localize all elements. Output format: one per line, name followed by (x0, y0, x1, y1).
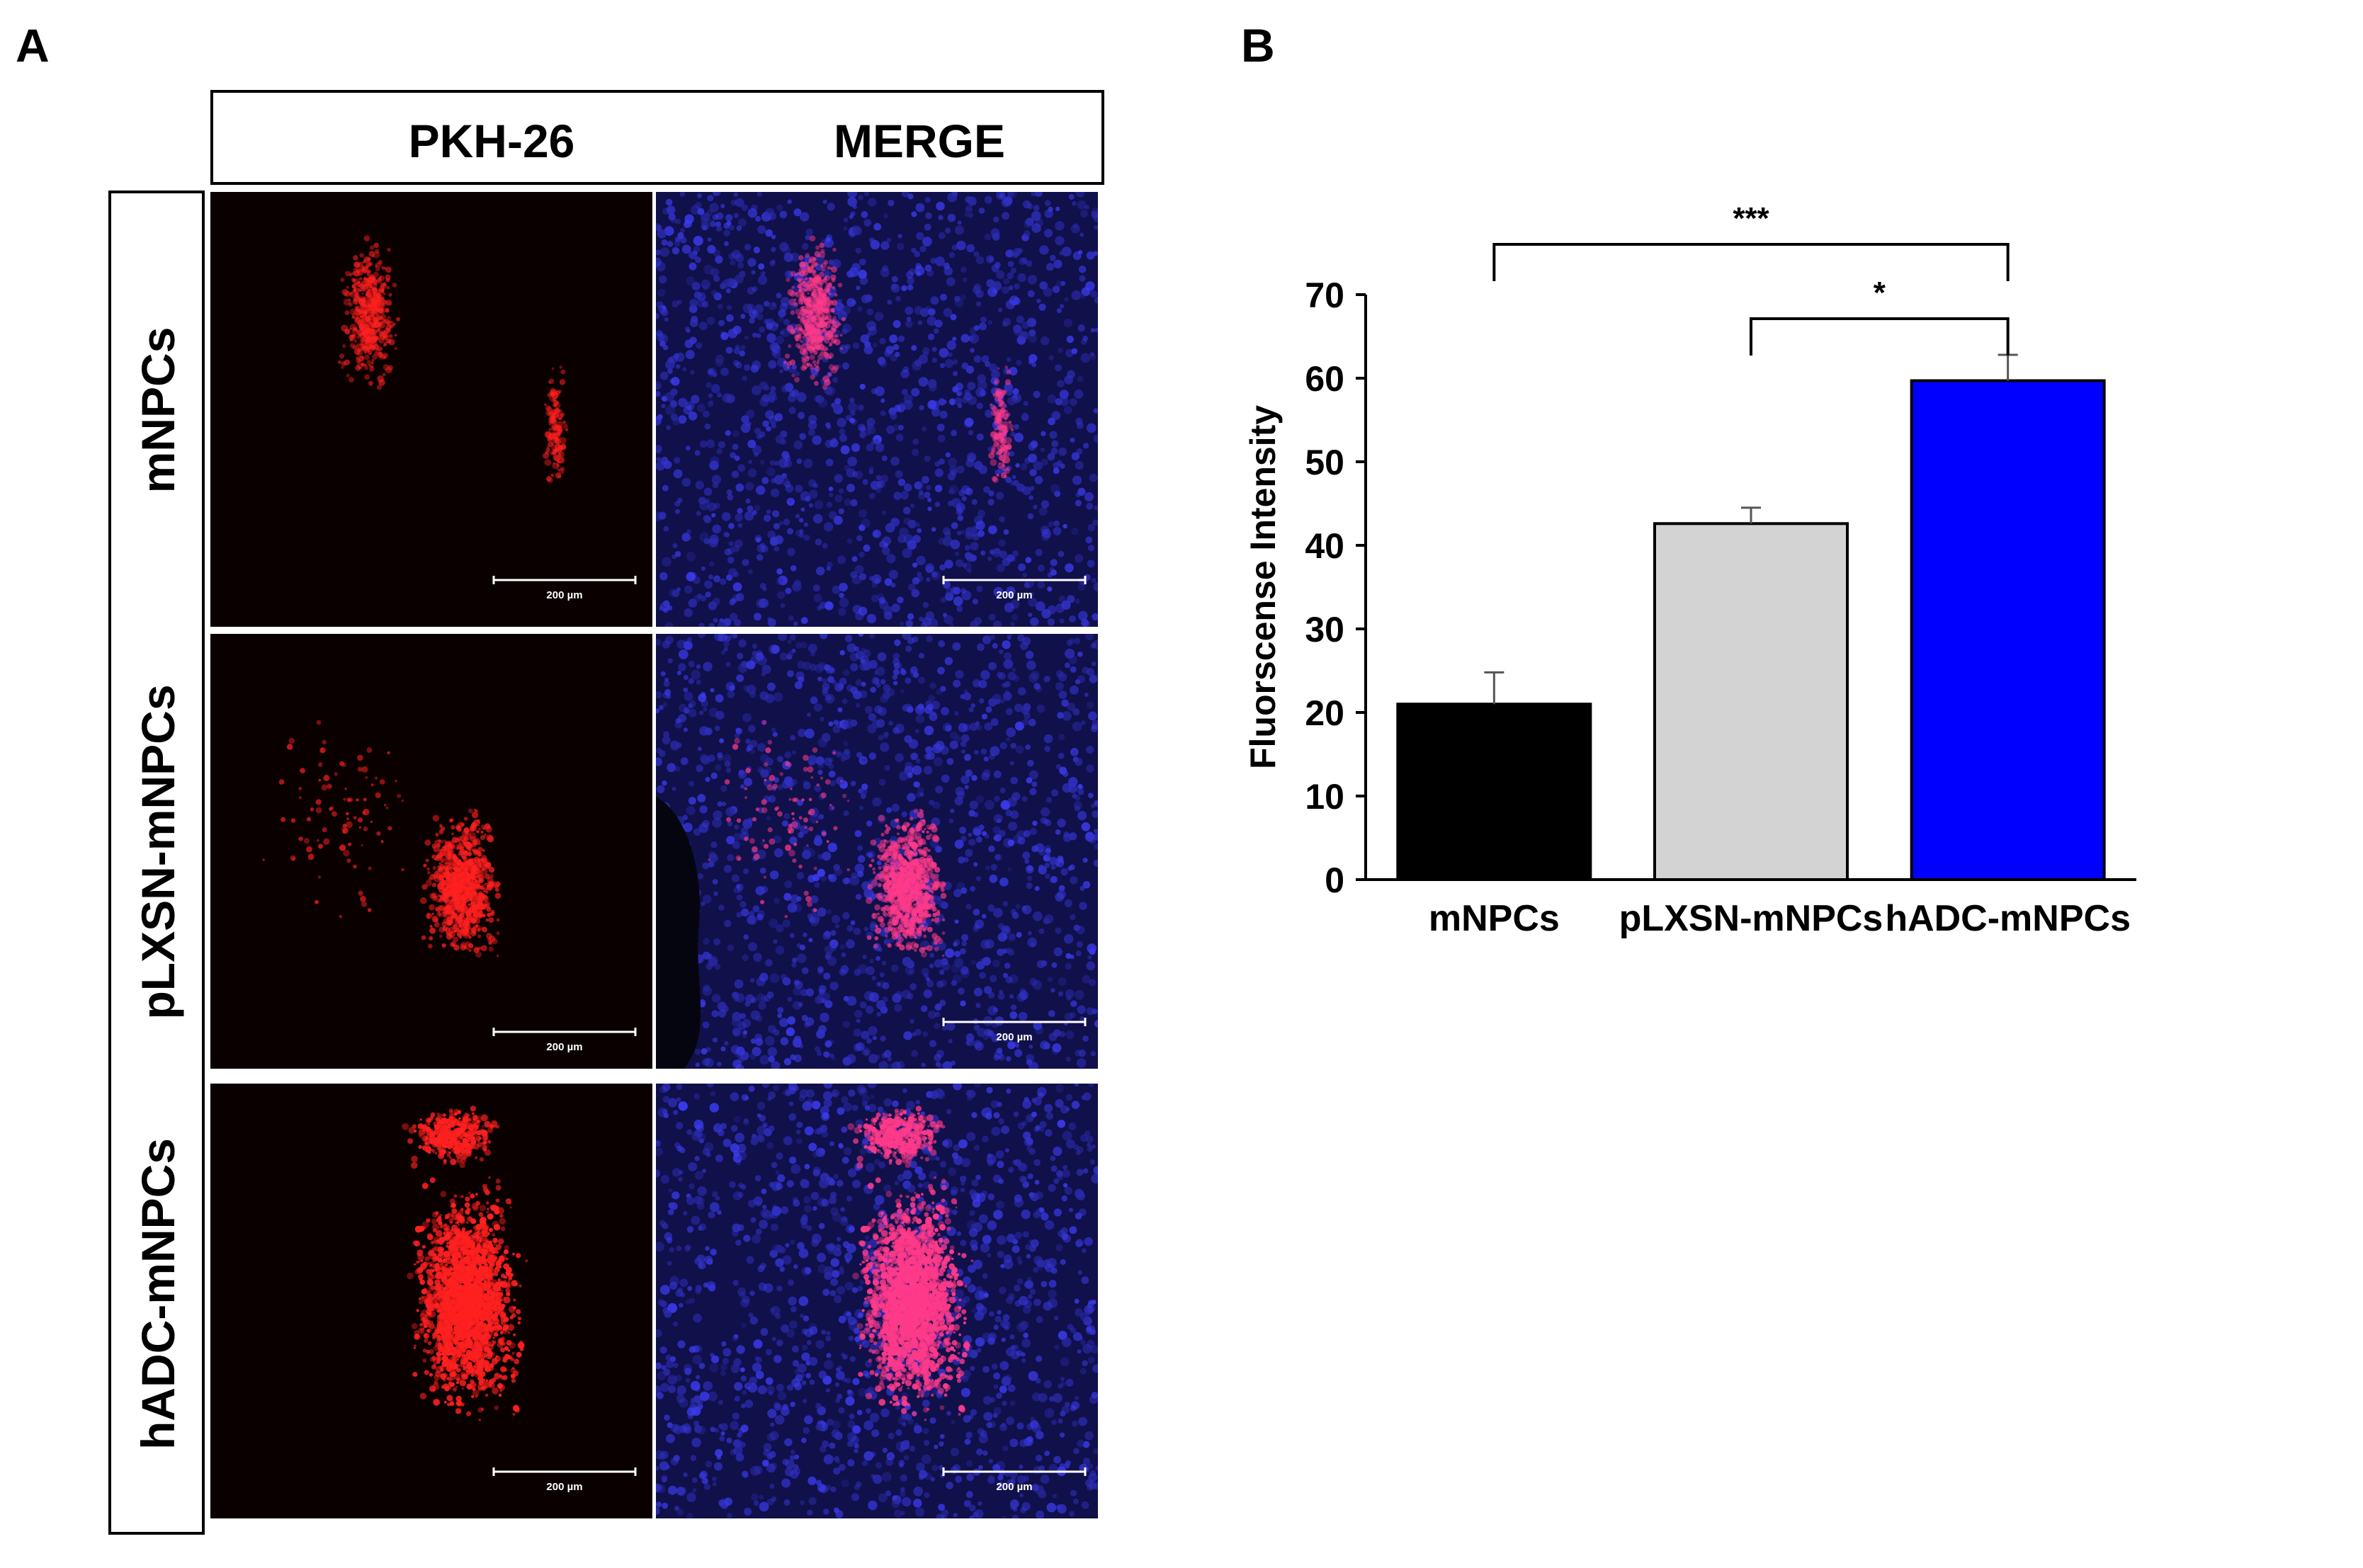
y-tick-label: 70 (1305, 275, 1344, 315)
row-header-box: mNPCs pLXSN-mNPCs hADC-mNPCs (108, 191, 205, 1535)
y-axis-label: Fluorscense Intensity (1243, 405, 1283, 769)
scale-bar-label: 200 µm (996, 1481, 1032, 1493)
column-label-merge: MERGE (833, 115, 1006, 167)
y-tick-label: 30 (1305, 610, 1344, 649)
significance-label-0: *** (1733, 201, 1769, 236)
y-tick-label: 20 (1305, 693, 1344, 733)
row-label-plxsn-mnpcs: pLXSN-mNPCs (132, 684, 184, 1020)
micrograph-plxsn-mnpcs-pkh26: 200 µm (210, 634, 652, 1069)
micrograph-mnpcs-pkh26: 200 µm (210, 192, 652, 627)
y-tick-label: 10 (1305, 777, 1344, 817)
bar-chart: 0 10 20 30 40 50 60 70 Fluorscense Intensity mNPC… (1243, 201, 2136, 939)
bar-0 (1396, 703, 1592, 882)
significance-bracket-1 (1750, 317, 2010, 356)
bar-1 (1653, 522, 1849, 881)
significance-label-1: * (1874, 275, 1886, 310)
x-tick-label-1: pLXSN-mNPCs (1619, 898, 1883, 939)
bar-2 (1910, 379, 2106, 882)
significance-bracket-0 (1492, 243, 2010, 281)
panel-b-letter: B (1241, 19, 1275, 72)
micrograph-mnpcs-merge: 200 µm (656, 192, 1098, 627)
micrograph-hadc-mnpcs-merge: 200 µm (656, 1084, 1098, 1518)
row-label-hadc-mnpcs: hADC-mNPCs (132, 1137, 184, 1450)
micrograph-hadc-mnpcs-pkh26: 200 µm (210, 1084, 652, 1518)
column-header-box: PKH-26 MERGE (210, 90, 1104, 185)
y-tick-label: 0 (1325, 860, 1344, 900)
scale-bar-label: 200 µm (546, 1041, 582, 1053)
row-label-mnpcs: mNPCs (132, 326, 184, 494)
y-tick-label: 50 (1305, 443, 1344, 482)
micrograph-plxsn-mnpcs-merge: 200 µm (656, 634, 1098, 1069)
scale-bar-label: 200 µm (546, 1481, 582, 1493)
scale-bar-label: 200 µm (996, 1031, 1032, 1043)
scale-bar-label: 200 µm (996, 589, 1032, 601)
y-tick-label: 40 (1305, 526, 1344, 566)
panel-a-letter: A (16, 19, 50, 72)
column-label-pkh26: PKH-26 (408, 115, 575, 167)
x-tick-label-0: mNPCs (1429, 898, 1560, 939)
scale-bar-label: 200 µm (546, 589, 582, 601)
x-tick-label-2: hADC-mNPCs (1885, 898, 2131, 939)
y-tick-label: 60 (1305, 359, 1344, 399)
